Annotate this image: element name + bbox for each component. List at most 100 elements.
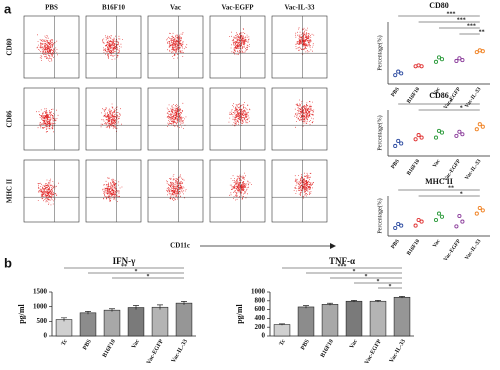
chart-title: TNF-α xyxy=(329,256,355,266)
significance-label: * xyxy=(460,105,463,111)
y-tick-label: 0 xyxy=(262,332,266,340)
data-point xyxy=(396,69,401,74)
data-point xyxy=(474,211,479,216)
y-axis-label: Percentage(%) xyxy=(376,35,383,70)
cell-events xyxy=(293,172,314,199)
x-tick-label: PBS xyxy=(390,238,401,250)
significance-label: * xyxy=(147,274,150,280)
y-tick-label: 800 xyxy=(255,296,266,304)
data-point xyxy=(457,129,462,134)
x-tick-label: Vac-IL-33 xyxy=(464,238,483,261)
bar xyxy=(345,300,363,337)
data-point xyxy=(460,58,465,63)
error-bar xyxy=(61,317,67,322)
data-point xyxy=(474,127,479,132)
flow-plot xyxy=(209,159,266,223)
data-point xyxy=(393,225,398,231)
data-point xyxy=(399,71,404,76)
flow-plot xyxy=(85,159,142,223)
cell-events xyxy=(295,27,315,55)
y-tick-label: 1000 xyxy=(251,288,266,296)
x-tick-label: Vac xyxy=(432,238,442,249)
group-header: B16F10 xyxy=(102,4,125,12)
significance-label: * xyxy=(389,284,392,290)
data-point xyxy=(474,50,479,55)
data-point xyxy=(433,135,439,140)
cell-events xyxy=(100,103,122,132)
x-tick-label: B16F10 xyxy=(406,158,421,176)
data-point xyxy=(399,141,404,146)
x-tick-label: PBS xyxy=(300,338,311,351)
data-point xyxy=(460,219,465,224)
flow-plot xyxy=(85,15,142,79)
marker-label: CD80 xyxy=(6,38,14,56)
x-tick-label: Vac-IL-33 xyxy=(171,339,189,364)
significance-label: * xyxy=(377,279,380,285)
group-header: Vac-IL-33 xyxy=(284,4,315,12)
error-bar xyxy=(157,304,163,310)
data-point xyxy=(454,224,459,229)
error-bar xyxy=(181,301,187,305)
marker-label: CD86 xyxy=(6,110,14,128)
flow-plot xyxy=(271,87,328,151)
x-tick-label: B16F10 xyxy=(406,238,421,256)
significance-label: * xyxy=(365,274,368,280)
flow-plot xyxy=(147,15,204,79)
flow-plot xyxy=(271,159,328,223)
cell-events xyxy=(37,178,59,206)
data-point xyxy=(436,128,442,133)
chart-title: MHC II xyxy=(425,177,453,186)
data-point xyxy=(457,213,462,219)
x-tick-label: Vac xyxy=(432,158,442,169)
y-tick-label: 200 xyxy=(255,323,266,331)
significance-label: * xyxy=(450,99,453,105)
group-header: Vac xyxy=(170,4,181,12)
flow-plot xyxy=(23,159,80,223)
significance-label: * xyxy=(135,269,138,275)
significance-label: ** xyxy=(479,29,485,35)
error-bar xyxy=(327,302,333,306)
significance-label: ** xyxy=(448,185,454,191)
data-point xyxy=(480,124,485,129)
x-axis-label: CD11c xyxy=(170,242,190,250)
cell-events xyxy=(166,174,187,201)
data-point xyxy=(460,132,465,137)
group-header: Vac-EGFP xyxy=(221,4,254,12)
data-point xyxy=(393,143,398,149)
y-tick-label: 0 xyxy=(44,332,48,340)
error-bar xyxy=(303,305,309,309)
group-header: PBS xyxy=(45,4,58,12)
x-tick-label: Tc xyxy=(61,338,69,347)
bar xyxy=(103,309,121,337)
cell-events xyxy=(36,34,58,62)
significance-label: * xyxy=(353,269,356,275)
data-point xyxy=(439,57,445,62)
marker-label: MHC II xyxy=(6,179,14,204)
cell-events xyxy=(229,172,252,201)
data-point xyxy=(433,59,439,64)
data-point xyxy=(433,217,439,223)
data-point xyxy=(477,122,482,127)
error-bar xyxy=(109,308,115,312)
error-bar xyxy=(133,305,139,310)
data-point xyxy=(419,219,424,224)
bar xyxy=(273,324,291,337)
chart-title: CD86 xyxy=(429,91,449,100)
y-axis-label: Percentage(%) xyxy=(376,198,383,233)
data-point xyxy=(477,205,482,211)
data-point xyxy=(436,211,442,216)
data-point xyxy=(419,135,424,140)
x-tick-label: Vac xyxy=(349,338,359,349)
cell-events xyxy=(294,99,315,128)
bar xyxy=(393,296,411,337)
x-tick-label: B16F10 xyxy=(320,339,335,359)
x-tick-label: Vac xyxy=(131,338,141,349)
data-point xyxy=(439,130,445,135)
x-tick-label: B16F10 xyxy=(102,339,117,359)
data-point xyxy=(413,137,418,142)
error-bar xyxy=(375,300,381,303)
chart-title: IFN-γ xyxy=(113,256,136,266)
data-point xyxy=(416,133,421,138)
y-tick-label: 1500 xyxy=(33,288,48,296)
y-axis-label: pg/ml xyxy=(17,303,26,323)
